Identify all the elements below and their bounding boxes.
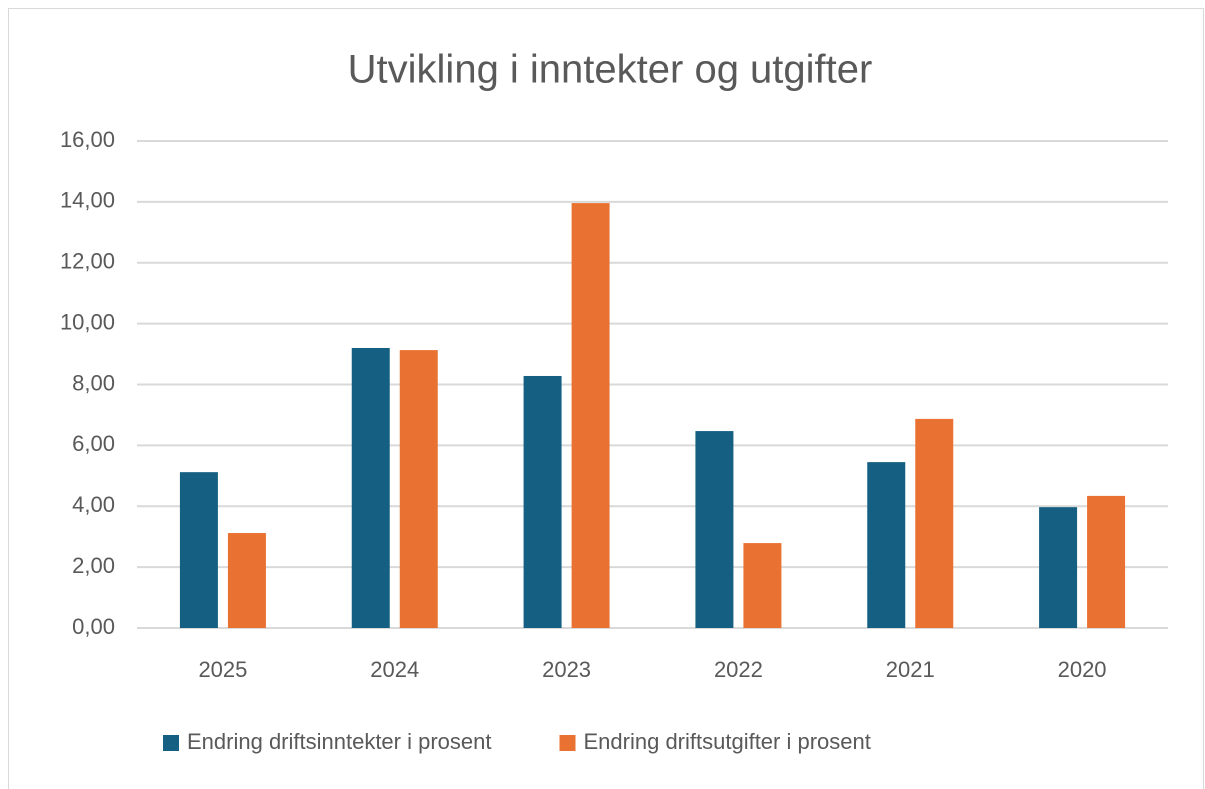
bar — [523, 375, 562, 628]
x-tick-label: 2020 — [1058, 657, 1107, 682]
y-tick-label: 12,00 — [60, 249, 115, 274]
legend-swatch — [559, 735, 576, 751]
y-tick-label: 14,00 — [60, 188, 115, 213]
bar — [227, 533, 266, 628]
y-tick-label: 10,00 — [60, 309, 115, 334]
chart-title: Utvikling i inntekter og utgifter — [348, 48, 873, 92]
bar — [399, 350, 438, 628]
x-tick-label: 2024 — [370, 657, 419, 682]
y-tick-label: 4,00 — [72, 492, 115, 517]
y-tick-label: 0,00 — [72, 614, 115, 639]
bar — [1087, 495, 1126, 628]
x-tick-label: 2023 — [542, 657, 591, 682]
x-tick-label: 2022 — [714, 657, 763, 682]
legend-label: Endring driftsutgifter i prosent — [584, 729, 871, 754]
legend-label: Endring driftsinntekter i prosent — [187, 729, 492, 754]
bar — [695, 431, 734, 628]
legend-swatch — [163, 735, 179, 751]
bar — [867, 462, 906, 628]
bar — [179, 472, 218, 628]
y-tick-label: 8,00 — [72, 370, 115, 395]
y-tick-label: 2,00 — [72, 553, 115, 578]
bar — [915, 418, 954, 628]
bar — [1039, 507, 1078, 628]
x-tick-label: 2021 — [886, 657, 935, 682]
y-tick-label: 6,00 — [72, 431, 115, 456]
x-tick-label: 2025 — [198, 657, 247, 682]
bar — [351, 347, 390, 628]
bar — [743, 543, 782, 628]
y-tick-label: 16,00 — [60, 127, 115, 152]
bar — [571, 203, 610, 628]
